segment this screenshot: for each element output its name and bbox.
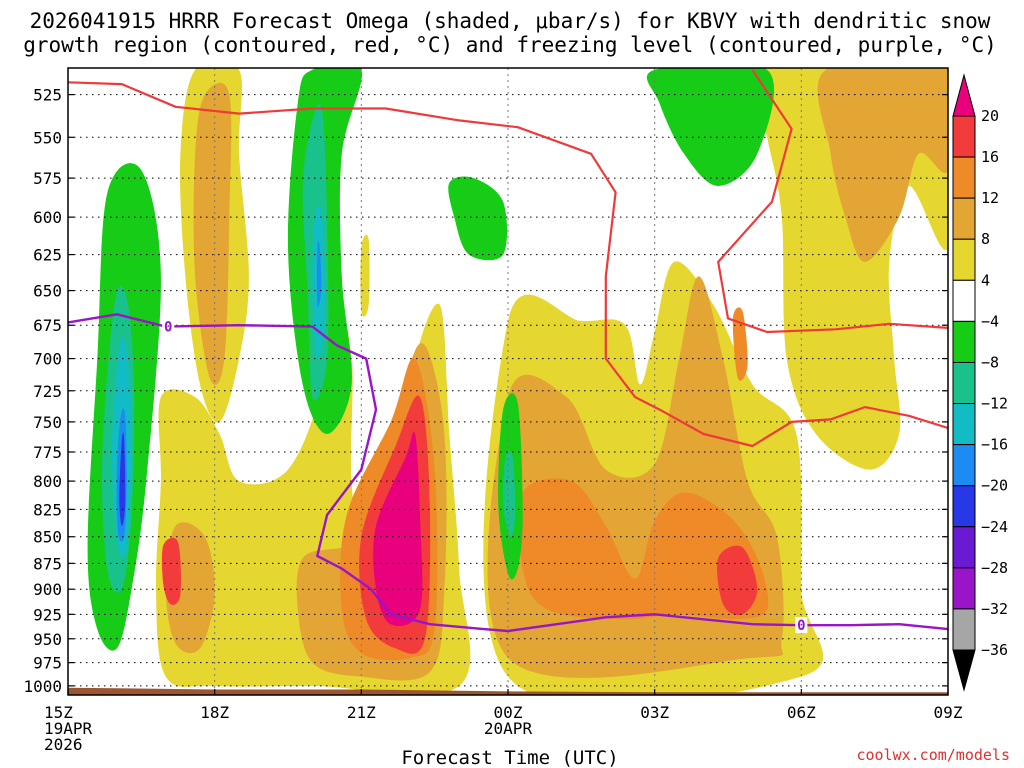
ytick-label-925: 925 [33,605,62,624]
chart-title-line-2: growth region (contoured, red, °C) and f… [23,33,997,57]
ytick-label-900: 900 [33,580,62,599]
omega-region-21 [119,432,126,526]
freezing-label-bg-0 [162,318,175,335]
omega-region-10 [517,478,769,620]
colorbar-label-8: −16 [981,436,1008,454]
colorbar-label-4: 4 [981,271,990,289]
freezing-label-bg-1 [795,617,808,634]
colorbar-band-9 [952,444,976,487]
colorbar-label-6: −8 [981,353,999,371]
freezing-label-0: 0 [164,320,172,336]
pressure-axis: 525 550 575 600 625 650 675 700 725 750 775 800 825 8… [23,86,948,696]
chart-title-line-1: 2026041915 HRRR Forecast Omega (shaded, … [30,9,991,33]
xtick-label-3-0: 18Z [200,703,229,722]
omega-region-26 [448,176,508,261]
colorbar-band-7 [952,361,976,405]
freezing-level-contour: 00 [68,313,948,634]
grid-lines [68,68,948,695]
ytick-label-775: 775 [33,443,62,462]
omega-region-16 [360,234,370,317]
freezing-level-line [68,313,948,633]
colorbar-band-13 [952,608,976,651]
dendritic-growth-contours [68,69,948,448]
ytick-label-850: 850 [33,528,62,547]
colorbar-band-10 [952,485,976,528]
colorbar-band-1 [952,115,976,158]
ytick-label-700: 700 [33,350,62,369]
colorbar-label-13: −36 [981,641,1008,659]
colorbar-label-9: −20 [981,477,1008,495]
ytick-label-650: 650 [33,282,62,301]
ytick-label-625: 625 [33,246,62,265]
xtick-label-12-0: 03Z [640,703,669,722]
omega-region-15 [817,68,948,262]
xtick-label-9-0: 00Z [494,703,523,722]
x-axis-title: Forecast Time (UTC) [401,747,618,768]
xtick-label-15-0: 06Z [787,703,816,722]
ytick-label-600: 600 [33,208,62,227]
xtick-label-9-1: 20APR [484,719,533,738]
colorbar-label-10: −24 [981,518,1008,536]
colorbar-label-0: 20 [981,107,999,125]
colorbar-label-3: 8 [981,230,990,248]
ytick-label-750: 750 [33,413,62,432]
omega-region-1 [193,82,232,386]
dgz-bottom-boundary [717,69,948,334]
freezing-label-1: 0 [797,618,805,634]
credit-text: coolwx.com/models [856,746,1010,764]
terrain-layer [68,687,948,695]
ytick-label-825: 825 [33,500,62,519]
ytick-label-575: 575 [33,169,62,188]
colorbar-band-8 [952,403,976,446]
colorbar-label-5: −4 [981,312,999,330]
ytick-label-725: 725 [33,382,62,401]
omega-region-27 [647,68,775,186]
xtick-label-0-0: 15Z [44,703,73,722]
ytick-label-875: 875 [33,554,62,573]
xtick-label-0-1: 19APR [44,719,93,738]
ytick-label-950: 950 [33,630,62,649]
terrain-fill [68,687,948,695]
colorbar-label-12: −32 [981,600,1008,618]
xtick-label-0-2: 2026 [44,735,83,754]
colorbar-band-5 [952,279,976,322]
ytick-label-800: 800 [33,472,62,491]
ytick-label-675: 675 [33,316,62,335]
colorbar: 20 16 12 8 4 −4 −8 −12 −16 −20 −24 −28 −32 −36 [952,73,1008,692]
ytick-label-1000: 1000 [23,677,62,696]
ytick-label-975: 975 [33,654,62,673]
omega-region-29 [502,451,516,537]
ytick-label-525: 525 [33,86,62,105]
colorbar-label-7: −12 [981,395,1008,413]
colorbar-band-6 [952,320,976,363]
omega-region-7 [373,431,423,626]
omega-region-13 [732,307,748,381]
plot-area: 00 [68,68,948,695]
ytick-label-550: 550 [33,128,62,147]
colorbar-band-12 [952,567,976,610]
xtick-label-6-0: 21Z [347,703,376,722]
omega-region-12 [161,537,182,605]
colorbar-label-1: 16 [981,148,999,166]
colorbar-bottom-arrow [952,649,976,692]
dgz-top-boundary [68,81,948,448]
colorbar-band-2 [952,156,976,199]
colorbar-band-4 [952,238,976,281]
xtick-label-18-0: 09Z [934,703,963,722]
colorbar-band-3 [952,197,976,240]
colorbar-label-2: 12 [981,189,999,207]
colorbar-label-11: −28 [981,559,1008,577]
colorbar-band-11 [952,526,976,569]
